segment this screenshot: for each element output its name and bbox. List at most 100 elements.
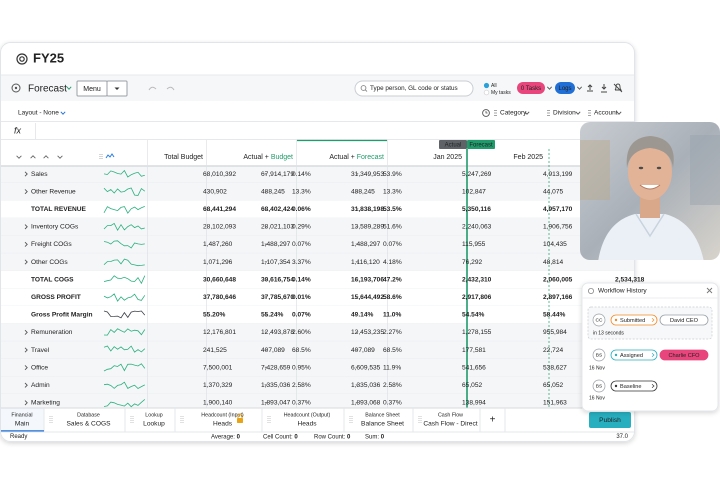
status-arrow bbox=[651, 317, 655, 323]
tab-name[interactable]: Balance Sheet bbox=[361, 420, 404, 427]
cell-value: 5,247,269 bbox=[462, 171, 492, 178]
tab-group-label[interactable]: Cash Flow bbox=[438, 412, 463, 418]
expand-icon[interactable] bbox=[24, 382, 28, 388]
cell-value: 2.60% bbox=[292, 329, 311, 336]
tab-name[interactable]: Cash Flow - Direct bbox=[423, 420, 477, 427]
tab-group-label[interactable]: Headcount (Input) bbox=[201, 412, 244, 418]
account-filter[interactable]: Account bbox=[594, 110, 618, 117]
expand-icon[interactable] bbox=[24, 329, 28, 335]
tasks-badge-label[interactable]: 0 Tasks bbox=[521, 86, 541, 92]
row-label: Other COGs bbox=[31, 259, 68, 266]
workflow-card bbox=[581, 282, 719, 412]
column-header-prefix: Actual + bbox=[329, 154, 355, 161]
expand-icon[interactable] bbox=[24, 171, 28, 177]
cell-value: 407,089 bbox=[261, 347, 285, 354]
sheet-tab[interactable] bbox=[126, 408, 175, 432]
tab-name[interactable]: Sales & COGS bbox=[67, 420, 112, 427]
expand-icon[interactable] bbox=[24, 400, 28, 406]
publish-button[interactable] bbox=[589, 412, 631, 428]
cell-value: 4,957,170 bbox=[543, 206, 573, 213]
photo-hair bbox=[626, 136, 674, 168]
variance-indicator bbox=[264, 278, 268, 281]
tab-name[interactable]: Heads bbox=[297, 420, 317, 427]
sparkline bbox=[103, 328, 146, 336]
sheet-tab[interactable] bbox=[45, 408, 125, 432]
header-sort-icon[interactable] bbox=[16, 155, 22, 159]
cell-value: 12,176,801 bbox=[203, 329, 236, 336]
publish-button-label[interactable]: Publish bbox=[599, 417, 621, 424]
cell-value: 1,370,329 bbox=[203, 382, 233, 389]
category-filter[interactable]: Category bbox=[500, 110, 527, 117]
refresh-icon-dot bbox=[14, 86, 18, 90]
sheet-tab[interactable] bbox=[1, 408, 44, 432]
row-label: Office bbox=[31, 364, 48, 371]
cell-value: 1,335,036 bbox=[351, 382, 381, 389]
cell-value: 58.6% bbox=[383, 294, 402, 301]
logs-badge[interactable] bbox=[555, 82, 575, 94]
variance-indicator bbox=[355, 349, 359, 351]
status-metric: Row Count: 0 bbox=[314, 434, 351, 440]
toggle-all-label[interactable]: All bbox=[491, 83, 497, 89]
status-arrow bbox=[651, 352, 655, 358]
tab-group-label[interactable]: Database bbox=[77, 412, 100, 418]
row-band bbox=[1, 182, 634, 201]
cell-value: 0.29% bbox=[292, 224, 311, 231]
account-filter-icon bbox=[588, 110, 591, 116]
division-filter[interactable]: Division bbox=[553, 110, 576, 117]
view-selector[interactable]: Forecast bbox=[28, 84, 67, 95]
toggle-mine-label[interactable]: My tasks bbox=[491, 90, 511, 96]
cell-value: 407,089 bbox=[351, 347, 375, 354]
expand-icon[interactable] bbox=[24, 241, 28, 247]
cell-value: 30,660,648 bbox=[203, 276, 236, 283]
sheet-tab[interactable] bbox=[345, 408, 413, 432]
variance-indicator bbox=[264, 402, 268, 404]
sparkline bbox=[103, 222, 145, 232]
cell-value: 47.2% bbox=[383, 276, 402, 283]
history-icon[interactable] bbox=[482, 109, 490, 117]
search-box[interactable] bbox=[354, 80, 474, 97]
cell-value: 0.07% bbox=[383, 241, 402, 248]
logs-badge-label[interactable]: Logs bbox=[558, 86, 571, 92]
tab-group-label[interactable]: Headcount (Output) bbox=[284, 412, 331, 418]
expand-icon[interactable] bbox=[24, 259, 28, 265]
undo-icon[interactable] bbox=[148, 86, 157, 91]
expand-icon[interactable] bbox=[24, 347, 28, 353]
category-filter-icon bbox=[494, 110, 497, 116]
cell-value: 0.95% bbox=[292, 364, 311, 371]
expand-icon[interactable] bbox=[24, 189, 28, 195]
variance-indicator bbox=[355, 173, 359, 175]
status-metric: Sum: 0 bbox=[365, 434, 385, 440]
tab-name[interactable]: Heads bbox=[213, 420, 233, 427]
photo-collar bbox=[635, 213, 665, 238]
sheet-tab[interactable] bbox=[414, 408, 480, 432]
layout-selector[interactable]: Layout - None bbox=[18, 110, 59, 117]
expand-icon[interactable] bbox=[24, 224, 28, 230]
download-icon[interactable] bbox=[601, 84, 607, 93]
tab-name[interactable]: Main bbox=[15, 420, 30, 427]
close-icon[interactable] bbox=[706, 287, 713, 294]
menu-button-label[interactable]: Menu bbox=[83, 86, 101, 93]
header-sort-icon[interactable] bbox=[43, 155, 49, 159]
cell-value: 0.37% bbox=[292, 400, 311, 407]
tab-group-label[interactable]: Balance Sheet bbox=[365, 412, 400, 418]
tab-group-label[interactable]: Lookup bbox=[145, 412, 162, 418]
add-tab-button[interactable]: + bbox=[490, 415, 496, 426]
sheet-tab[interactable] bbox=[263, 408, 344, 432]
tab-group-label[interactable]: Financial bbox=[11, 412, 32, 418]
cell-value: 49.14% bbox=[351, 312, 374, 319]
upload-icon[interactable] bbox=[587, 84, 593, 92]
expand-icon[interactable] bbox=[24, 365, 28, 371]
tab-name[interactable]: Lookup bbox=[143, 420, 165, 427]
sparkline bbox=[103, 310, 146, 319]
cell-value: 1,071,296 bbox=[203, 259, 233, 266]
cell-value: 31,349,953 bbox=[351, 171, 384, 178]
header-sort-icon[interactable] bbox=[57, 155, 63, 159]
redo-icon[interactable] bbox=[166, 86, 175, 91]
notifications-off-icon[interactable] bbox=[613, 83, 623, 93]
header-sort-icon[interactable] bbox=[30, 155, 36, 159]
tasks-badge[interactable] bbox=[517, 82, 545, 94]
row-band bbox=[1, 341, 634, 359]
cell-value: 430,902 bbox=[203, 188, 227, 195]
avatar bbox=[592, 348, 606, 362]
